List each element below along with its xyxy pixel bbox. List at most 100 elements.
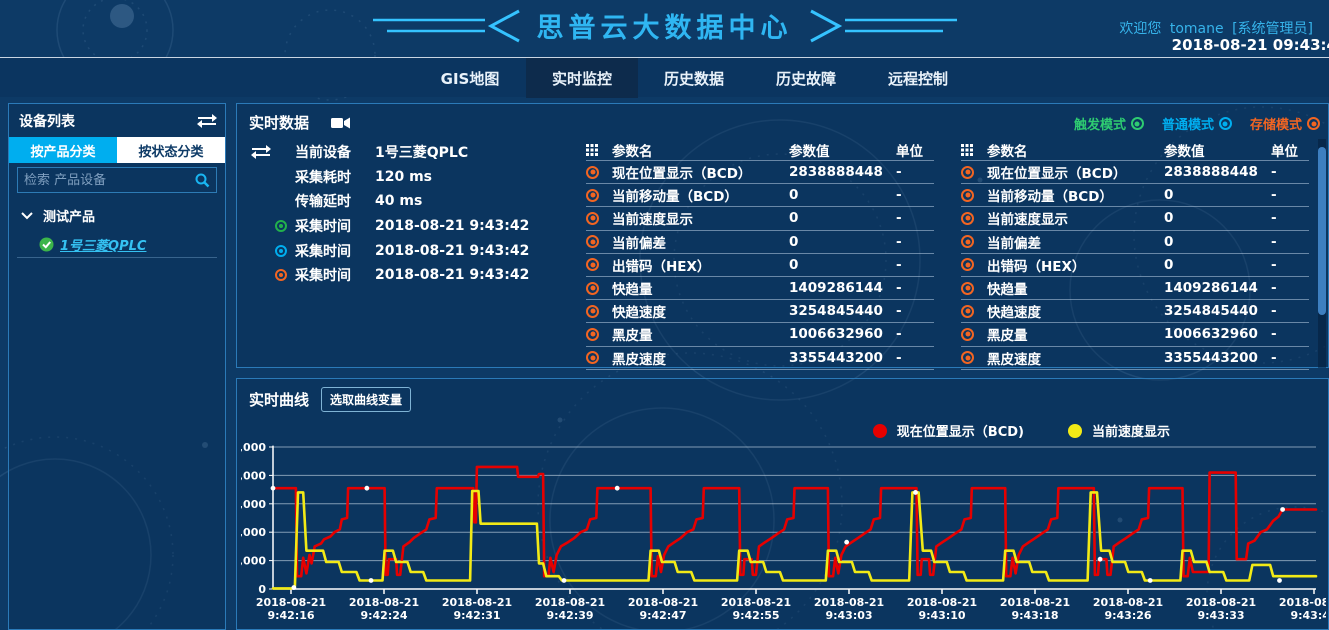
param-row[interactable]: 快趋速度 3254845440-: [586, 300, 934, 324]
svg-text:9:42:16: 9:42:16: [267, 609, 314, 621]
select-curve-variables-button[interactable]: 选取曲线变量: [321, 387, 412, 412]
record-ring-icon: [586, 235, 599, 249]
param-record-icon[interactable]: [961, 281, 987, 295]
param-row[interactable]: 出错码（HEX） 0 -: [586, 254, 934, 277]
tree-device-item[interactable]: 1号三菱QPLC: [39, 235, 146, 254]
param-unit: -: [896, 164, 902, 181]
param-row[interactable]: 黑皮速度 3355443200-: [586, 347, 934, 370]
legend-dot: [872, 423, 887, 438]
nav-tab-gis-map[interactable]: GIS地图: [440, 69, 500, 88]
svg-text:2018-08-21: 2018-08-21: [628, 596, 698, 609]
param-record-icon[interactable]: [586, 351, 612, 365]
collect-time-ring-icon: [275, 269, 295, 282]
info-value: 120 ms: [375, 168, 433, 185]
param-row[interactable]: 当前移动量（BCD） 0 -: [586, 184, 934, 208]
mode-button-storage-mode[interactable]: 存储模式: [1250, 114, 1320, 133]
svg-text:9:42:47: 9:42:47: [639, 609, 686, 621]
svg-text:9:42:39: 9:42:39: [546, 609, 593, 621]
param-record-icon[interactable]: [586, 304, 612, 318]
nav-tab-remote-control[interactable]: 远程控制: [887, 69, 948, 88]
svg-text:,000: ,000: [241, 498, 266, 511]
param-row[interactable]: 黑皮量 1006632960-: [586, 323, 934, 347]
scrollbar-thumb[interactable]: [1318, 147, 1326, 315]
mode-button-trigger-mode[interactable]: 触发模式: [1074, 114, 1144, 133]
param-record-icon[interactable]: [961, 235, 987, 249]
param-row[interactable]: 当前偏差 0 -: [961, 231, 1309, 254]
param-record-icon[interactable]: [586, 258, 612, 272]
param-value: 0: [789, 256, 799, 273]
param-row[interactable]: 快趋量 1409286144-: [586, 277, 934, 301]
param-value: 3355443200: [1164, 349, 1258, 366]
record-ring-icon: [275, 220, 287, 233]
realtime-data-panel: 实时数据 触发模式 普通模式 存储模式 当前设备 1号三菱QPLC 采集耗时 120 ms…: [236, 103, 1329, 370]
sidebar-tab-by-product[interactable]: 按产品分类: [9, 137, 117, 163]
param-record-icon[interactable]: [586, 327, 612, 341]
param-record-icon[interactable]: [586, 188, 612, 202]
record-ring-icon: [961, 351, 974, 365]
param-unit: -: [896, 210, 902, 227]
param-row[interactable]: 当前移动量（BCD） 0 -: [961, 184, 1309, 208]
device-link[interactable]: 1号三菱QPLC: [60, 239, 147, 254]
app-header: 思普云大数据中心 欢迎您 tomane [系统管理员] 2018-08-21 0…: [0, 0, 1329, 57]
param-record-icon[interactable]: [961, 258, 987, 272]
param-value: 0: [1164, 187, 1174, 204]
param-row[interactable]: 当前速度显示 0 -: [961, 207, 1309, 231]
param-row[interactable]: 现在位置显示（BCD） 2838888448-: [961, 161, 1309, 185]
param-record-icon[interactable]: [961, 351, 987, 365]
sidebar-tab-by-status[interactable]: 按状态分类: [117, 137, 225, 163]
legend-item-speed-series[interactable]: 当前速度显示: [1067, 421, 1170, 440]
nav-tab-history-data[interactable]: 历史数据: [663, 69, 724, 88]
info-label: 当前设备: [295, 145, 351, 162]
param-row[interactable]: 快趋量 1409286144-: [961, 277, 1309, 301]
mode-button-normal-mode[interactable]: 普通模式: [1162, 114, 1232, 133]
param-name: 当前偏差: [987, 235, 1041, 252]
param-row[interactable]: 现在位置显示（BCD） 2838888448-: [586, 161, 934, 185]
param-record-icon[interactable]: [961, 304, 987, 318]
table-header-row: 参数名 参数值 单位: [961, 139, 1309, 161]
param-row[interactable]: 出错码（HEX） 0 -: [961, 254, 1309, 277]
param-record-icon[interactable]: [586, 235, 612, 249]
param-record-icon[interactable]: [586, 165, 612, 179]
param-row[interactable]: 快趋速度 3254845440-: [961, 300, 1309, 324]
param-unit: -: [896, 326, 902, 343]
info-value: 2018-08-21 9:43:42: [375, 267, 530, 284]
grid-icon: [586, 143, 612, 156]
param-record-icon[interactable]: [961, 211, 987, 225]
svg-text:9:43:26: 9:43:26: [1104, 609, 1151, 621]
online-check-icon: [39, 237, 54, 252]
svg-text:2018-08-21: 2018-08-21: [1093, 596, 1163, 609]
param-record-icon[interactable]: [586, 281, 612, 295]
table-scrollbar: [1318, 139, 1326, 368]
nav-tab-realtime-monitor[interactable]: 实时监控: [526, 58, 638, 98]
svg-text:2018-08-21: 2018-08-21: [814, 596, 884, 609]
nav-tab-history-fault[interactable]: 历史故障: [775, 69, 836, 88]
param-name: 当前速度显示: [987, 212, 1068, 229]
legend-item-position-series[interactable]: 现在位置显示（BCD): [872, 421, 1024, 440]
param-name: 当前移动量（BCD）: [987, 189, 1113, 206]
param-row[interactable]: 当前偏差 0 -: [586, 231, 934, 254]
info-value: 2018-08-21 9:43:42: [375, 242, 530, 259]
param-value: 1409286144: [1164, 280, 1258, 297]
mode-buttons: 触发模式 普通模式 存储模式: [1074, 114, 1320, 133]
param-record-icon[interactable]: [961, 188, 987, 202]
param-row[interactable]: 黑皮量 1006632960-: [961, 323, 1309, 347]
svg-text:2018-08-21: 2018-08-21: [535, 596, 605, 609]
device-search-input[interactable]: [24, 172, 195, 188]
param-record-icon[interactable]: [961, 327, 987, 341]
param-record-icon[interactable]: [586, 211, 612, 225]
info-row-collect-time-3: 采集时间 2018-08-21 9:43:42: [249, 263, 579, 288]
svg-text:2018-08-21: 2018-08-21: [442, 596, 512, 609]
device-swap-icon[interactable]: [251, 145, 271, 159]
welcome-prefix: 欢迎您: [1119, 21, 1162, 37]
username: tomane: [1169, 21, 1224, 37]
chart-legend: 现在位置显示（BCD) 当前速度显示: [872, 421, 1170, 440]
param-unit: -: [896, 187, 902, 204]
search-icon[interactable]: [195, 173, 210, 188]
swap-icon[interactable]: [197, 114, 217, 128]
param-record-icon[interactable]: [961, 165, 987, 179]
param-row[interactable]: 当前速度显示 0 -: [586, 207, 934, 231]
camera-icon[interactable]: [331, 116, 351, 130]
tree-group-test-product[interactable]: 测试产品: [21, 206, 95, 225]
param-row[interactable]: 黑皮速度 3355443200-: [961, 347, 1309, 370]
info-value: 2018-08-21 9:43:42: [375, 218, 530, 235]
